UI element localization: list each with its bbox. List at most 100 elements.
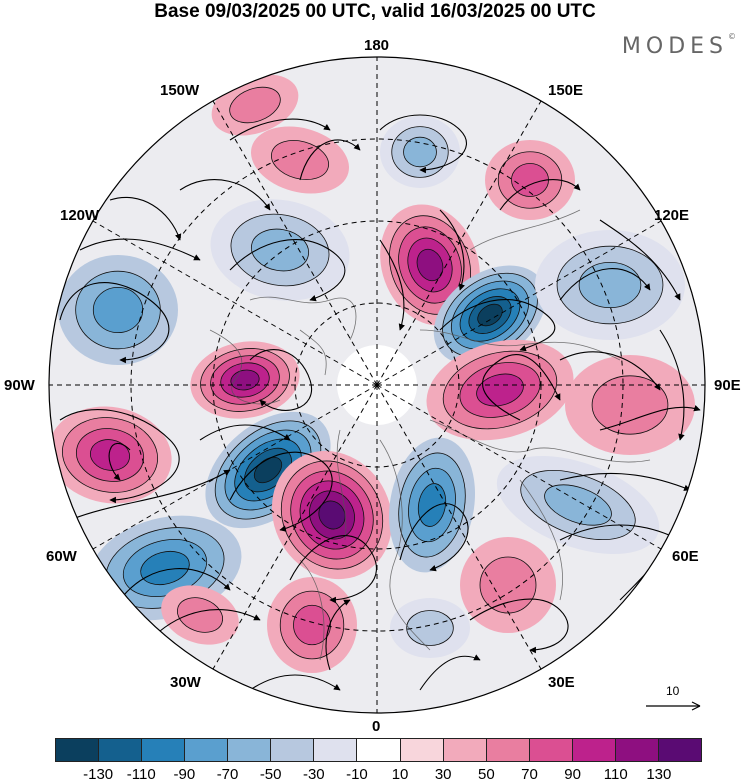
colorbar-swatch	[572, 739, 616, 761]
latitude-circle	[130, 138, 624, 632]
streamline	[439, 209, 466, 291]
lon-label-60w: 60W	[46, 548, 77, 565]
anomaly-cell	[390, 598, 470, 658]
colorbar-tick-label: 30	[434, 766, 452, 783]
colorbar-tick-label: -90	[173, 766, 196, 783]
anomaly-cell	[433, 265, 547, 365]
lon-label-90e: 90E	[714, 377, 741, 394]
streamline	[299, 139, 361, 181]
anomaly-cell	[460, 537, 556, 633]
anomaly-cell	[496, 455, 660, 555]
map-title: Base 09/03/2025 00 UTC, valid 16/03/2025…	[154, 1, 596, 22]
colorbar-tick-label: -70	[216, 766, 239, 783]
latitude-circle	[294, 302, 460, 468]
streamline	[59, 409, 180, 504]
colorbar-swatch	[142, 739, 186, 761]
anomaly-cell	[388, 437, 476, 573]
coastline	[379, 439, 431, 651]
streamline	[325, 599, 351, 671]
colorbar-tick-label: -110	[126, 766, 156, 783]
modes-logo: MODES©	[621, 32, 736, 59]
anomaly-cell	[161, 585, 239, 645]
streamline	[559, 472, 691, 491]
streamline	[249, 349, 313, 411]
anomaly-cell	[58, 255, 178, 365]
anomaly-field	[49, 57, 705, 713]
streamline	[179, 179, 271, 211]
coastline	[299, 559, 325, 661]
meridian-line	[92, 220, 378, 386]
streamline	[59, 282, 170, 364]
streamline	[69, 469, 231, 521]
streamline	[379, 239, 406, 331]
anomaly-cell	[49, 406, 172, 504]
colorbar-swatch	[400, 739, 444, 761]
anomaly-cell	[565, 355, 695, 455]
colorbar-swatch	[615, 739, 659, 761]
anomaly-cell	[535, 230, 685, 340]
coastline	[469, 209, 581, 251]
lon-label-120w: 120W	[60, 207, 100, 224]
streamline	[559, 268, 651, 301]
colorbar-tick-label: -130	[83, 766, 114, 783]
meridian-line	[376, 220, 662, 386]
streamline	[379, 114, 467, 174]
streamline	[199, 424, 291, 441]
meridian-line	[92, 384, 378, 550]
streamline	[599, 404, 701, 431]
streamline	[229, 239, 346, 302]
coastline	[429, 419, 651, 463]
lon-label-30w: 30W	[170, 674, 201, 691]
streamline	[79, 238, 201, 261]
colorbar-tick-label: 110	[603, 766, 628, 783]
lon-label-150w: 150W	[160, 82, 200, 99]
lon-label-120e: 120E	[654, 207, 690, 224]
anomaly-cell	[267, 577, 357, 673]
colorbar-tick-label: -10	[346, 766, 368, 783]
coastline	[249, 296, 357, 341]
colorbar-tick-label: 10	[391, 766, 409, 783]
colorbar-swatch	[228, 739, 272, 761]
anomaly-cell	[210, 199, 350, 301]
reference-vector-label: 10	[666, 684, 680, 698]
colorbar-swatch	[443, 739, 487, 761]
lon-label-60e: 60E	[672, 548, 699, 565]
coastline	[336, 429, 347, 541]
streamline	[559, 351, 661, 391]
colorbar-swatch	[314, 739, 358, 761]
colorbar-ticks: -130 -110 -90 -70 -50 -30 -10 10 30 50 70 90 110 130	[55, 766, 702, 783]
reference-vector-arrow	[646, 701, 701, 711]
latitude-circle	[212, 220, 542, 550]
streamline	[499, 179, 581, 211]
colorbar-tick-label: 90	[564, 766, 581, 783]
streamline	[229, 451, 333, 532]
colorbar-swatch	[486, 739, 530, 761]
colorbar-swatch	[271, 739, 315, 761]
streamline	[599, 219, 681, 301]
streamline	[108, 442, 131, 481]
anomaly-cell	[380, 116, 460, 188]
colorbar-tick-label: -50	[259, 766, 282, 783]
streamline	[482, 354, 561, 421]
lon-label-30e: 30E	[548, 674, 575, 691]
lon-label-180: 180	[364, 37, 390, 54]
lon-label-90w: 90W	[4, 377, 35, 394]
colorbar-swatch	[56, 739, 100, 761]
streamline	[399, 503, 469, 572]
streamline	[469, 598, 569, 654]
lon-label-0: 0	[372, 718, 381, 735]
streamline	[419, 654, 481, 691]
colorbar-tick-label: 50	[477, 766, 495, 783]
colorbar	[55, 738, 702, 762]
colorbar-swatch	[658, 739, 701, 761]
coastline	[299, 329, 327, 376]
streamline	[659, 329, 685, 441]
colorbar-swatch	[357, 739, 401, 761]
streamline	[439, 299, 556, 352]
streamline	[229, 118, 331, 141]
colorbar-tick-label: -30	[302, 766, 325, 783]
lat-lon-grid	[49, 57, 705, 713]
streamline	[109, 196, 182, 241]
coastline	[519, 479, 563, 601]
